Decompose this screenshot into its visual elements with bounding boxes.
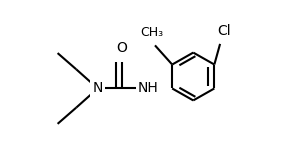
Text: Cl: Cl (218, 24, 231, 38)
Text: NH: NH (138, 81, 158, 95)
Text: N: N (93, 81, 103, 95)
Text: CH₃: CH₃ (140, 26, 164, 39)
Text: O: O (117, 41, 128, 55)
